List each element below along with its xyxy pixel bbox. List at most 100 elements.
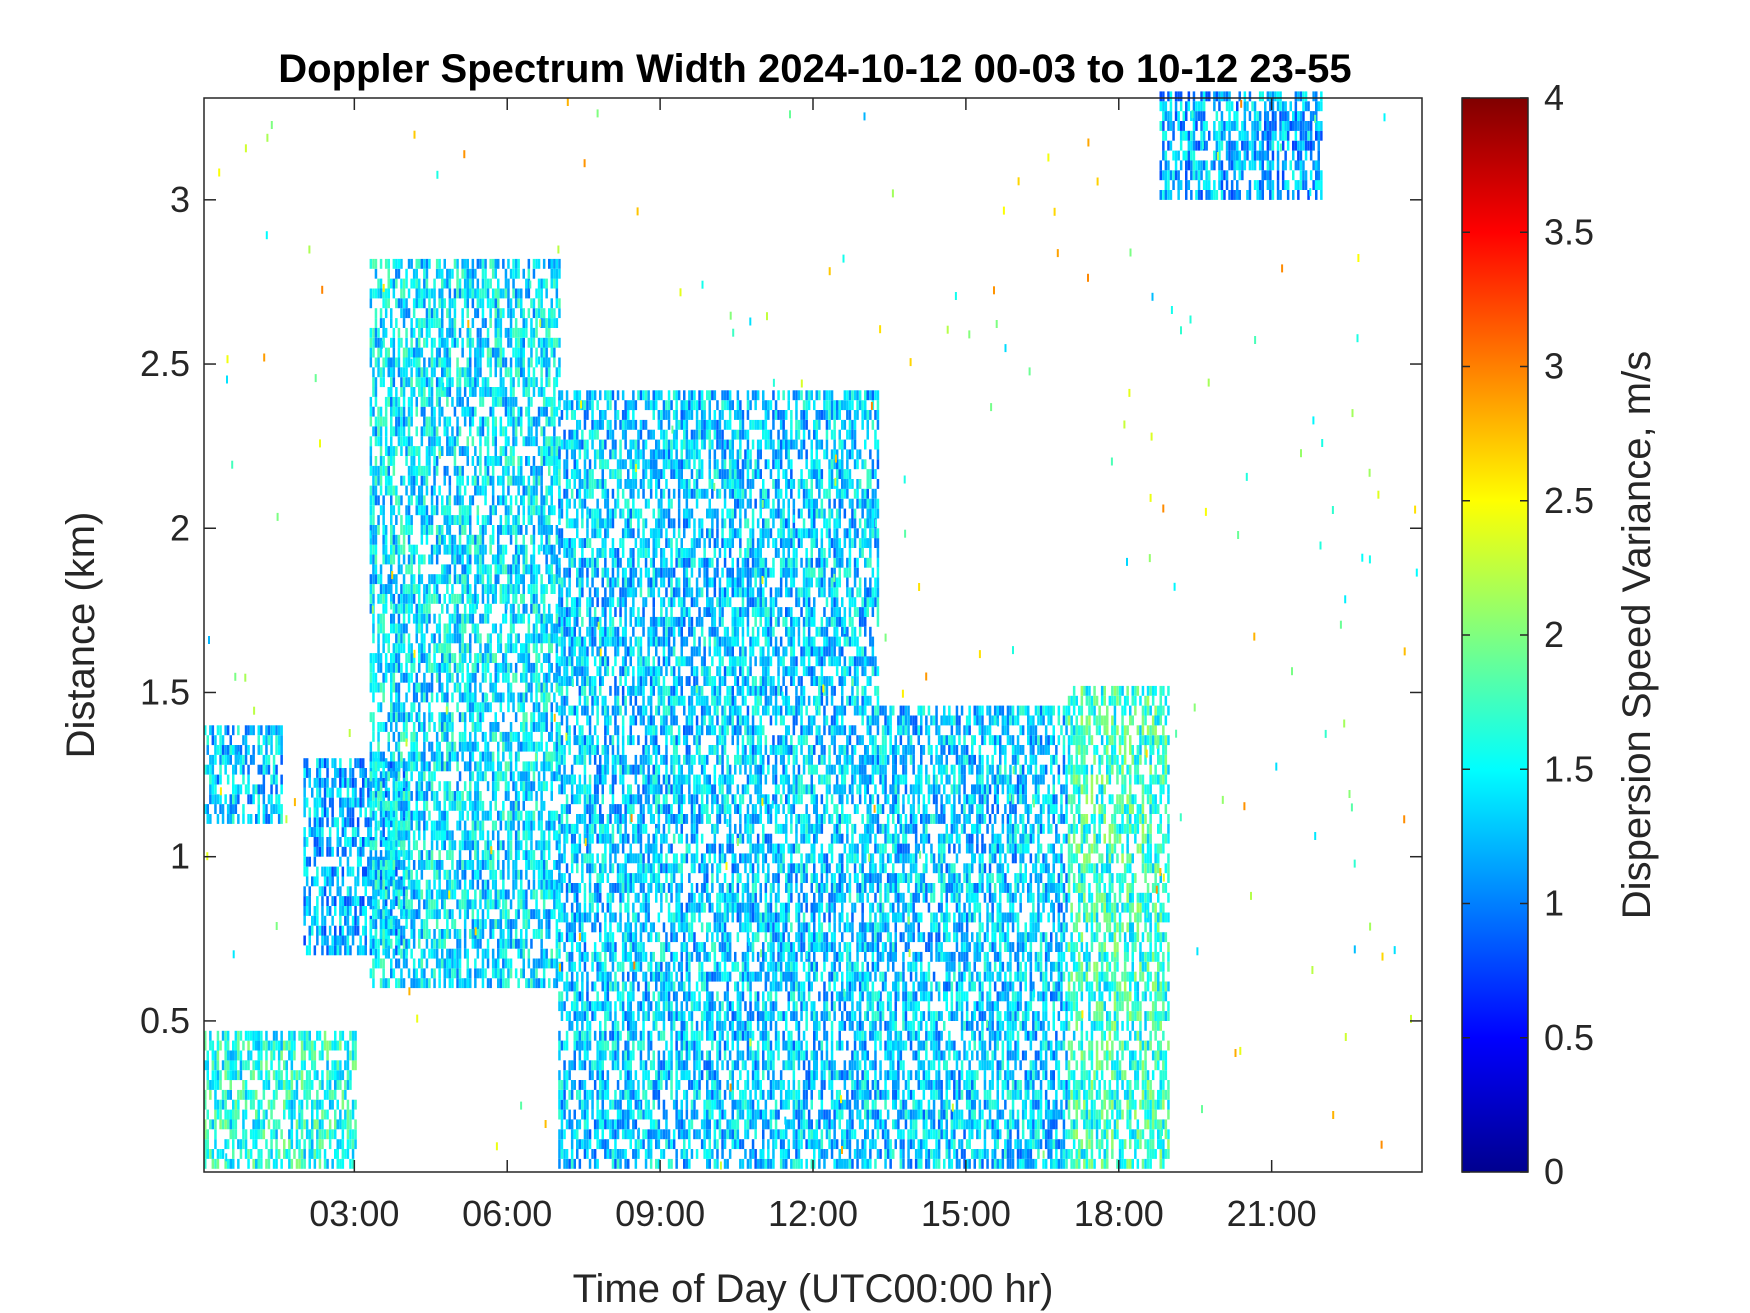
heatmap-cell (418, 574, 421, 585)
heatmap-cell (576, 715, 579, 726)
heatmap-cell (382, 722, 385, 732)
heatmap-cell (486, 426, 490, 437)
heatmap-cell (369, 968, 373, 979)
heatmap-cell (504, 288, 508, 299)
heatmap-cell (573, 843, 576, 854)
heatmap-cell (397, 830, 401, 841)
heatmap-cell (420, 406, 424, 417)
heatmap-cell (349, 846, 352, 857)
heatmap-cell (537, 840, 541, 851)
heatmap-cell (570, 961, 574, 972)
heatmap-cell (339, 758, 342, 769)
heatmap-cell (469, 367, 472, 378)
heatmap-cell (527, 456, 531, 466)
heatmap-cell (354, 896, 357, 906)
heatmap-cell (581, 567, 584, 578)
heatmap-cell (397, 820, 401, 831)
heatmap-cell (573, 498, 576, 509)
heatmap-cell (537, 869, 541, 880)
heatmap-cell (486, 643, 490, 654)
heatmap-cell (441, 761, 444, 772)
heatmap-cell (563, 784, 566, 795)
heatmap-cell (479, 820, 482, 831)
heatmap-cell (461, 564, 464, 575)
heatmap-cell (491, 298, 495, 309)
heatmap-cell (382, 633, 385, 644)
heatmap-cell (420, 978, 424, 989)
heatmap-cell (379, 505, 383, 516)
heatmap-cell (560, 754, 564, 765)
heatmap-cell (425, 308, 429, 319)
heatmap-cell (545, 347, 548, 358)
heatmap-cell (509, 416, 513, 427)
heatmap-cell (430, 436, 434, 447)
heatmap-cell (407, 377, 411, 388)
heatmap-cell (384, 416, 388, 427)
heatmap-cell (384, 948, 388, 959)
heatmap-cell (565, 725, 569, 736)
heatmap-cell (558, 685, 561, 696)
heatmap-cell (237, 814, 240, 824)
heatmap-cell (336, 945, 339, 956)
heatmap-cell (509, 662, 513, 673)
heatmap-cell (435, 505, 439, 516)
heatmap-cell (418, 495, 421, 506)
heatmap-cell (548, 731, 551, 742)
heatmap-cell (576, 981, 579, 992)
heatmap-cell (463, 830, 467, 841)
heatmap-cell (435, 919, 439, 929)
heatmap-cell (374, 929, 378, 939)
heatmap-cell (374, 869, 378, 880)
heatmap-cell (438, 662, 441, 673)
heatmap-cell (497, 298, 500, 309)
heatmap-cell (377, 515, 380, 525)
heatmap-cell (570, 951, 574, 962)
heatmap-cell (441, 495, 444, 506)
heatmap-cell (448, 495, 452, 506)
heatmap-cell (471, 534, 475, 545)
heatmap-cell (507, 396, 510, 407)
heatmap-cell (509, 337, 513, 348)
heatmap-cell (535, 613, 538, 624)
heatmap-cell (308, 896, 311, 906)
heatmap-cell (402, 436, 406, 447)
heatmap-cell (387, 712, 390, 723)
heatmap-cell (514, 337, 518, 348)
heatmap-cell (407, 899, 411, 910)
heatmap-cell (418, 465, 421, 476)
heatmap-cell (469, 288, 472, 299)
heatmap-cell (277, 725, 281, 736)
heatmap-cell (425, 692, 429, 703)
heatmap-cell (548, 978, 551, 989)
heatmap-cell (377, 623, 380, 634)
heatmap-cell (497, 278, 500, 289)
heatmap-cell (540, 929, 543, 939)
heatmap-cell (423, 643, 426, 654)
heatmap-cell (407, 682, 411, 693)
heatmap-cell (257, 735, 260, 746)
heatmap-cell (392, 367, 396, 378)
heatmap-cell (522, 327, 525, 338)
heatmap-cell (443, 298, 446, 309)
heatmap-cell (412, 554, 416, 565)
heatmap-cell (476, 722, 480, 732)
heatmap-cell (507, 662, 510, 673)
heatmap-cell (384, 876, 388, 887)
heatmap-cell (443, 731, 446, 742)
heatmap-cell (565, 1011, 569, 1021)
heatmap-cell (532, 968, 536, 979)
heatmap-cell (532, 337, 536, 348)
heatmap-cell (372, 945, 375, 956)
heatmap-cell (369, 938, 373, 949)
heatmap-cell (448, 643, 452, 654)
heatmap-cell (548, 840, 551, 851)
heatmap-cell (405, 584, 408, 594)
heatmap-cell (382, 800, 385, 811)
heatmap-cell (535, 465, 538, 476)
heatmap-cell (481, 475, 485, 486)
heatmap-cell (479, 653, 482, 663)
heatmap-cell (599, 685, 602, 696)
heatmap-cell (428, 761, 431, 772)
heatmap-cell (517, 367, 520, 378)
heatmap-cell (568, 439, 571, 450)
